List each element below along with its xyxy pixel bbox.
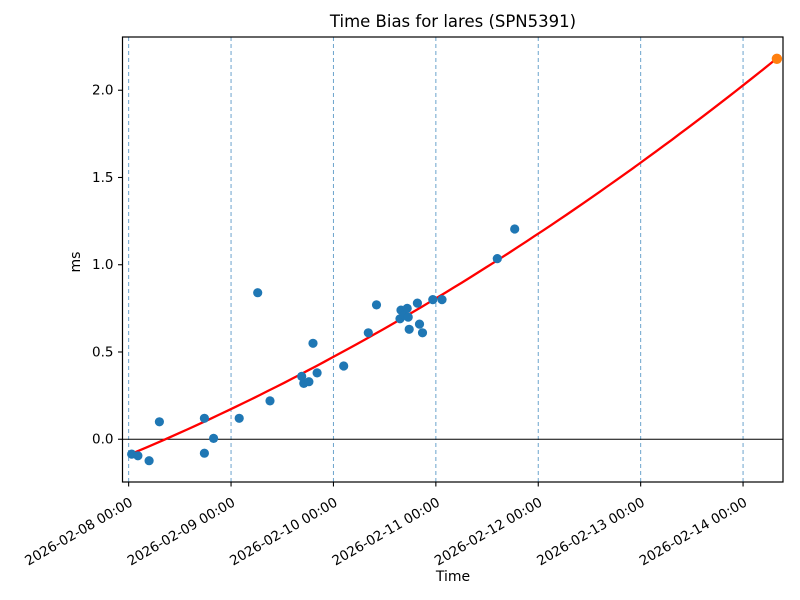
fit-curve [129,57,779,456]
time-bias-observations-marker [339,361,349,371]
quadratic-fit-line [129,57,779,456]
x-tick-label: 2026-02-11 00:00 [329,495,442,570]
chart-title: Time Bias for lares (SPN5391) [329,12,576,31]
time-bias-observations-marker [371,300,382,310]
scatter-points [127,53,783,466]
time-bias-observations-marker [265,396,275,406]
time-bias-observations-marker [437,295,447,305]
y-tick-label: 2.0 [92,83,113,99]
time-bias-observations-marker [492,254,502,264]
time-bias-observations-marker [154,417,164,427]
y-tick-label: 1.5 [92,170,113,186]
time-bias-observations-marker [403,312,413,322]
y-tick-label: 0.0 [92,432,113,448]
time-bias-observations-marker [402,303,412,313]
x-tick-label: 2026-02-09 00:00 [125,495,238,570]
time-bias-observations-marker [253,288,263,298]
x-axis-label: Time [435,569,470,585]
time-bias-observations-marker [414,319,425,329]
x-tick-label: 2026-02-12 00:00 [432,495,545,570]
time-bias-observations-marker [308,338,318,348]
time-bias-observations-marker [363,328,373,338]
x-tick-label: 2026-02-10 00:00 [227,495,340,570]
time-bias-observations-marker [199,448,209,458]
time-bias-observations-marker [234,413,244,423]
time-bias-observations-marker [404,324,414,334]
x-tick-label: 2026-02-14 00:00 [637,495,750,570]
time-bias-observations-marker [428,295,438,305]
gridlines [128,37,744,482]
time-bias-observations-marker [209,433,219,443]
predicted-point-marker [771,53,783,64]
time-bias-observations-marker [297,371,307,381]
time-bias-observations-marker [510,224,520,234]
y-tick-label: 0.5 [92,344,113,360]
time-bias-observations-marker [312,368,322,378]
y-axis-label: ms [68,252,84,273]
time-bias-observations-marker [304,377,314,387]
axes-spines [121,36,784,483]
time-bias-observations-marker [133,451,143,461]
plot-border [121,36,784,483]
time-bias-observations-marker [417,328,428,338]
axis-ticks [118,89,744,487]
x-tick-label: 2026-02-13 00:00 [534,495,647,570]
time-bias-observations-marker [144,456,154,466]
y-tick-label: 1.0 [92,257,113,273]
time-bias-observations-marker [199,413,209,423]
time-bias-observations-marker [412,298,422,308]
x-tick-label: 2026-02-08 00:00 [22,495,135,570]
